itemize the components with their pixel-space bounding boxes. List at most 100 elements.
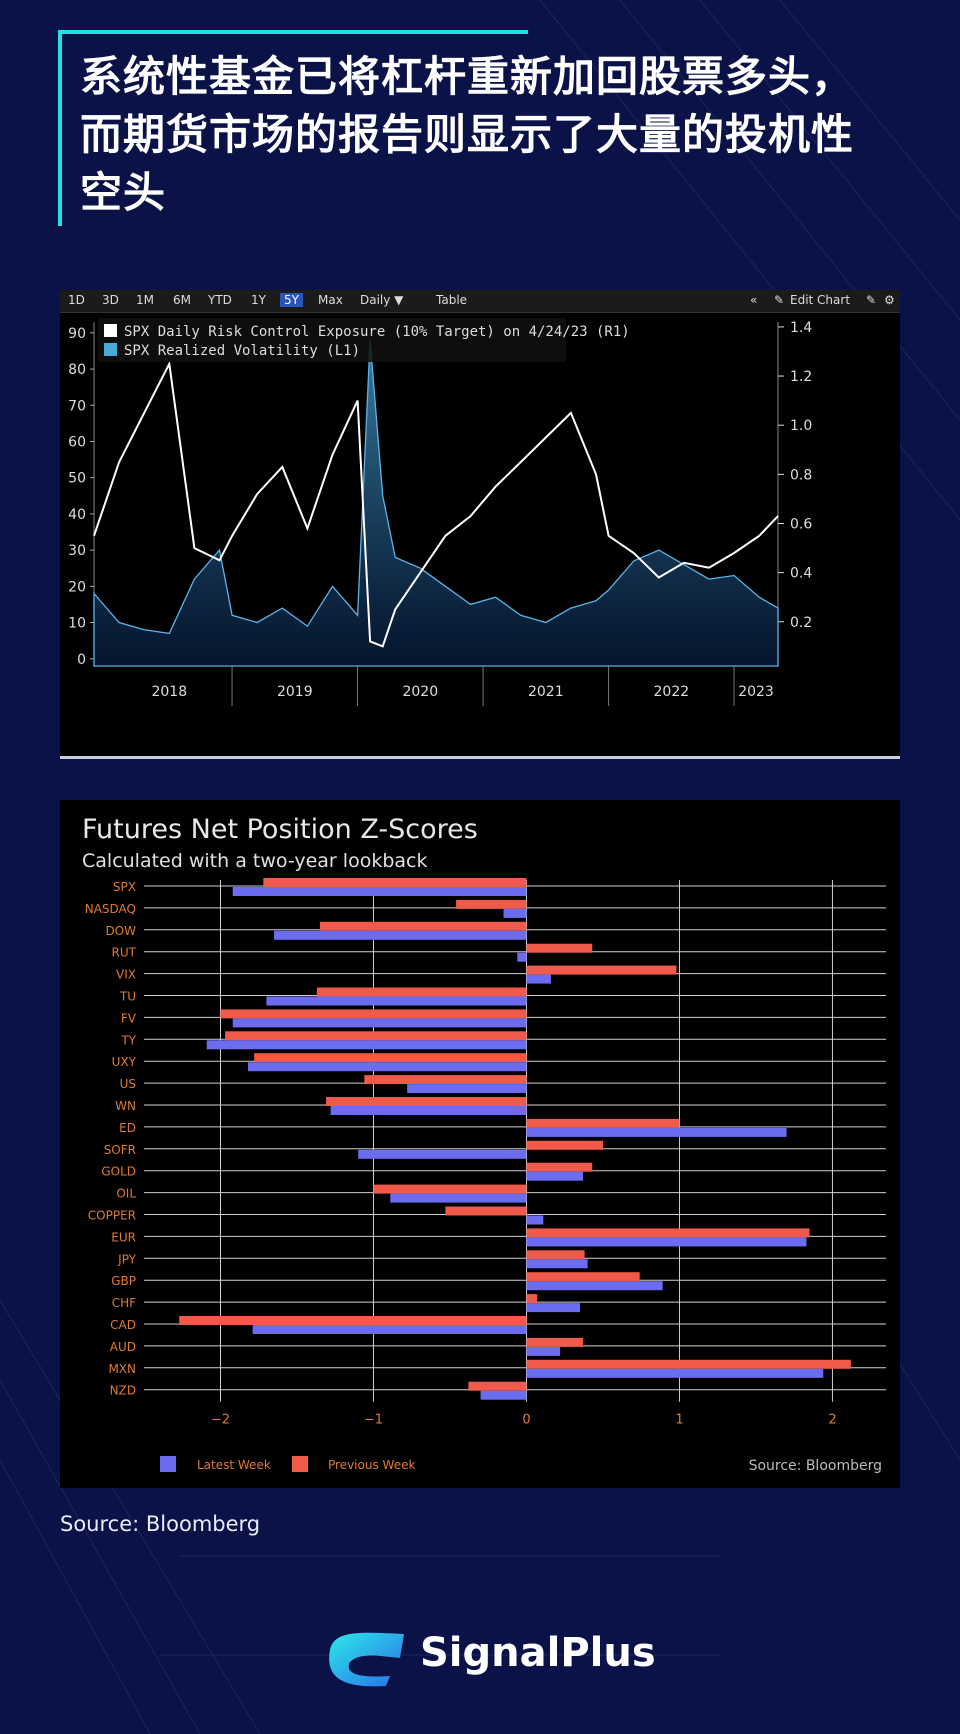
x-tick-label: −1 [364, 1413, 383, 1428]
category-label: SOFR [104, 1143, 136, 1157]
range-3d[interactable]: 3D [102, 293, 119, 307]
legend-swatch-previous [292, 1456, 308, 1472]
range-6m[interactable]: 6M [173, 293, 191, 307]
bar-latest-week [407, 1084, 527, 1094]
bar-latest-week [526, 974, 551, 984]
zscore-bar-chart: SPX NASDAQ DOW RUT VIX TU FV TY UXY US WN ED SOFR GOL… [85, 878, 886, 1472]
bar-latest-week [526, 1127, 787, 1137]
chart-source: Source: Bloomberg [748, 1458, 882, 1474]
brand-name: SignalPlus [420, 1630, 656, 1676]
x-tick-label: −2 [211, 1413, 230, 1428]
range-5y[interactable]: 5Y [280, 293, 303, 307]
y-right-tick-label: 1.4 [790, 320, 812, 336]
bar-previous-week [373, 1184, 527, 1194]
signalplus-logo-icon [329, 1632, 404, 1687]
bar-latest-week [526, 1259, 588, 1269]
category-label: JPY [117, 1252, 137, 1266]
table-button[interactable]: Table [436, 293, 468, 307]
y-left-tick-label: 10 [68, 616, 86, 632]
bar-latest-week [526, 1171, 584, 1181]
legend-swatch-latest [160, 1456, 176, 1472]
legend-box [98, 318, 566, 362]
range-1m[interactable]: 1M [136, 293, 154, 307]
bar-previous-week [526, 1140, 603, 1150]
x-tick-label: 2021 [528, 684, 564, 700]
edit-chart-button[interactable]: Edit Chart [790, 293, 851, 307]
bar-latest-week [206, 1040, 527, 1050]
legend-swatch-exposure [104, 324, 117, 337]
bar-previous-week [364, 1075, 527, 1085]
category-label: TU [119, 990, 136, 1004]
exposure-line [93, 360, 779, 648]
y-left-tick-label: 80 [68, 362, 86, 378]
x-tick-label: 2019 [277, 684, 313, 700]
bar-previous-week [225, 1031, 527, 1041]
bar-latest-week [252, 1325, 527, 1334]
bar-previous-week [526, 1294, 538, 1304]
bar-latest-week [330, 1106, 527, 1115]
category-label: COPPER [88, 1209, 136, 1223]
panel-divider [60, 756, 900, 759]
x-tick-label: 1 [675, 1413, 683, 1428]
bar-previous-week [526, 1359, 851, 1369]
y-left-tick-label: 70 [68, 398, 86, 414]
category-label: EUR [111, 1230, 136, 1244]
bar-latest-week [503, 908, 527, 918]
bar-previous-week [526, 1162, 593, 1172]
bar-previous-week [468, 1381, 527, 1391]
page-title: 系统性基金已将杠杆重新加回股票多头，而期货市场的报告则显示了大量的投机性空头 [80, 52, 855, 217]
bar-previous-week [526, 1228, 810, 1238]
bar-previous-week [526, 1337, 584, 1347]
bar-previous-week [316, 987, 527, 997]
range-max[interactable]: Max [318, 293, 343, 307]
range-1d[interactable]: 1D [68, 293, 85, 307]
risk-exposure-chart: 0 10 20 30 40 50 60 70 80 90 0.2 0.4 0.6 0.8 1.0 1.2 1.4… [68, 318, 812, 706]
bar-previous-week [526, 1272, 640, 1282]
bar-previous-week [263, 878, 527, 887]
y-left-tick-label: 50 [68, 471, 86, 487]
bar-latest-week [390, 1193, 527, 1203]
category-label: GOLD [101, 1165, 136, 1179]
x-tick-label: 2018 [151, 684, 187, 700]
frequency-dropdown[interactable]: Daily ▼ [360, 293, 404, 307]
category-label: US [120, 1077, 136, 1091]
bar-latest-week [248, 1062, 527, 1072]
bar-previous-week [526, 943, 593, 953]
bar-previous-week [326, 1097, 527, 1106]
bar-previous-week [526, 1118, 680, 1128]
y-right-tick-label: 1.2 [790, 369, 812, 385]
category-label: GBP [111, 1274, 136, 1288]
zscore-chart-panel: Futures Net Position Z-Scores Calculated… [60, 800, 900, 1488]
category-label: VIX [116, 968, 136, 982]
bar-latest-week [526, 1346, 561, 1356]
category-label: ED [119, 1121, 136, 1135]
collapse-icon[interactable]: « [750, 293, 758, 307]
bar-latest-week [232, 887, 527, 896]
legend-label-previous: Previous Week [328, 1458, 415, 1472]
bar-previous-week [526, 1250, 585, 1260]
bar-latest-week [526, 1215, 544, 1225]
range-ytd[interactable]: YTD [208, 293, 232, 307]
volatility-area [93, 340, 779, 667]
accent-bar [58, 30, 528, 34]
range-1y[interactable]: 1Y [251, 293, 266, 307]
x-tick-label: 2022 [654, 684, 690, 700]
bar-latest-week [526, 1303, 581, 1313]
gear-icon[interactable]: ⚙ [884, 293, 895, 307]
y-right-tick-label: 0.4 [790, 566, 812, 582]
pencil-icon[interactable]: ✎ [774, 293, 785, 307]
y-right-tick-label: 1.0 [790, 418, 812, 434]
accent-bar-vertical [58, 30, 62, 226]
y-left-tick-label: 0 [77, 652, 86, 668]
legend-swatch-volatility [104, 343, 117, 356]
edit-icon[interactable]: ✎ [866, 293, 877, 307]
category-label: FV [121, 1011, 137, 1025]
category-label: NZD [110, 1384, 136, 1398]
y-right-tick-label: 0.8 [790, 467, 812, 483]
category-label: CHF [112, 1296, 136, 1310]
bar-latest-week [480, 1390, 527, 1400]
bar-latest-week [526, 1237, 807, 1247]
bar-previous-week [445, 1206, 527, 1216]
category-label: CAD [110, 1318, 136, 1332]
category-label: RUT [112, 946, 137, 960]
